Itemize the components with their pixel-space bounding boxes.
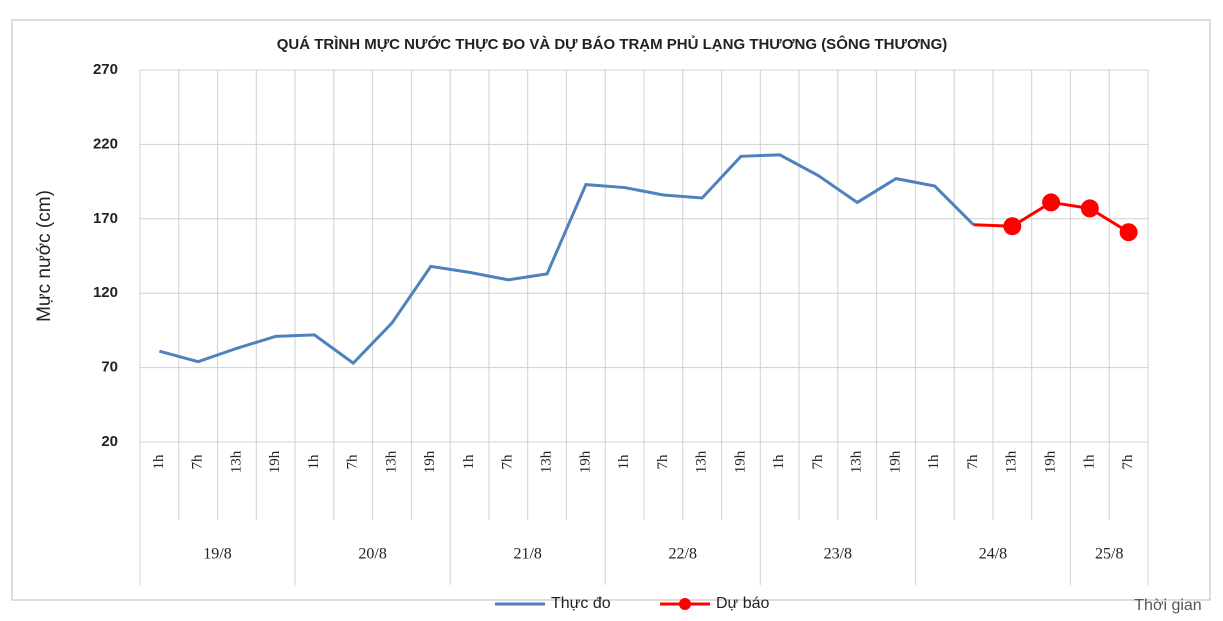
y-axis-title: Mực nước (cm) [34,190,55,322]
x-tick-label: 1h [926,454,942,470]
x-tick-label: 7h [810,454,826,470]
x-tick-label: 1h [1081,454,1097,470]
group-label: 25/8 [1095,546,1123,563]
y-tick-label: 20 [101,433,118,450]
y-tick-label: 270 [93,61,118,78]
x-tick-label: 19h [577,450,593,473]
x-tick-label: 13h [1004,450,1020,473]
series-line [158,153,975,366]
x-tick-label: 7h [965,454,981,470]
x-axis-title: Thời gian [1134,597,1201,614]
y-tick-label: 120 [93,284,118,301]
group-label: 19/8 [203,546,231,563]
y-tick-label: 220 [93,135,118,152]
x-tick-label: 13h [228,450,244,473]
x-tick-label: 1h [461,454,477,470]
x-tick-label: 13h [539,450,555,473]
x-tick-label: 7h [655,454,671,470]
legend-label: Dự báo [716,595,770,612]
x-tick-label: 7h [345,454,361,470]
x-tick-label: 1h [616,454,632,470]
series-marker [1119,223,1138,242]
chart-frame [11,19,1211,601]
x-tick-label: 19h [422,450,438,473]
group-label: 21/8 [513,546,541,563]
x-tick-label: 7h [500,454,516,470]
x-tick-label: 19h [887,450,903,473]
x-tick-label: 13h [849,450,865,473]
x-tick-label: 7h [1120,454,1136,470]
y-tick-label: 70 [101,359,118,376]
group-label: 20/8 [358,546,386,563]
x-tick-label: 7h [190,454,206,470]
x-tick-label: 1h [306,454,322,470]
series-marker [1042,193,1061,212]
x-tick-label: 19h [267,450,283,473]
group-label: 22/8 [669,546,697,563]
group-label: 24/8 [979,546,1007,563]
y-tick-label: 170 [93,210,118,227]
x-tick-label: 19h [732,450,748,473]
x-tick-label: 1h [771,454,787,470]
group-label: 23/8 [824,546,852,563]
series-marker [1080,199,1099,218]
chart-title: QUÁ TRÌNH MỰC NƯỚC THỰC ĐO VÀ DỰ BÁO TRẠ… [277,35,948,53]
series-marker [1003,217,1022,236]
x-tick-label: 1h [151,454,167,470]
x-tick-label: 13h [383,450,399,473]
legend-marker [679,598,691,610]
legend-label: Thực đo [551,595,611,612]
x-tick-label: 19h [1043,450,1059,473]
x-tick-label: 13h [694,450,710,473]
